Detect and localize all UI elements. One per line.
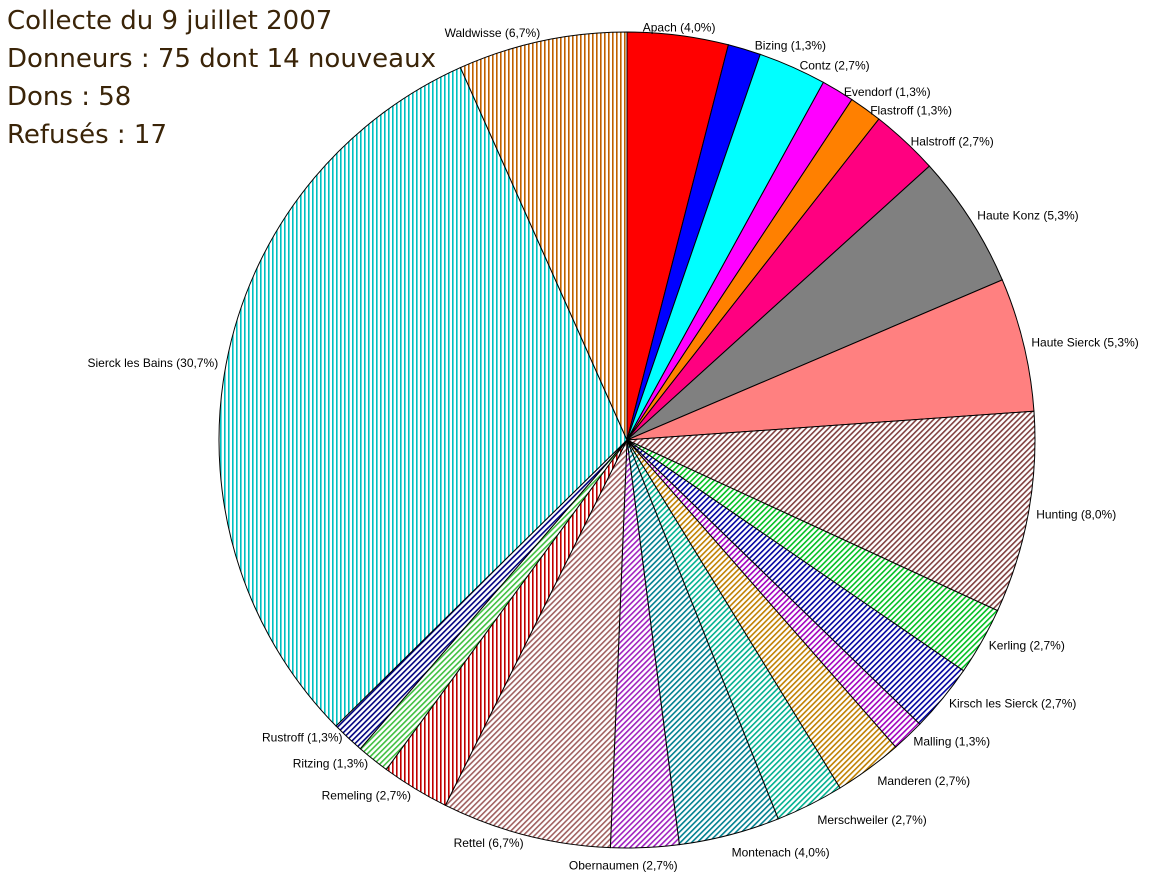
pie-slice [626, 279, 1035, 441]
slice-label: Contz (2,7%) [800, 59, 870, 73]
slice-label: Evendorf (1,3%) [844, 85, 931, 99]
slice-label: Kirsch les Sierck (2,7%) [949, 696, 1076, 710]
slice-label: Hunting (8,0%) [1036, 508, 1116, 522]
slice-label: Apach (4,0%) [643, 20, 716, 34]
pie-slice [459, 31, 628, 441]
slice-label: Montenach (4,0%) [732, 846, 830, 860]
slice-label: Manderen (2,7%) [877, 774, 970, 788]
slice-label: Bizing (1,3%) [755, 39, 826, 53]
chart-title: Collecte du 9 juillet 2007 [7, 6, 333, 36]
pie-slice [444, 439, 628, 849]
slice-label: Waldwisse (6,7%) [445, 26, 541, 40]
pie-slice [626, 410, 1036, 612]
donors-count: Donneurs : 75 dont 14 nouveaux [7, 44, 436, 74]
slice-label: Malling (1,3%) [913, 735, 990, 749]
pie-slices [218, 31, 1036, 849]
collection-summary: Collecte du 9 juillet 2007 Donneurs : 75… [7, 2, 436, 154]
refused-count: Refusés : 17 [7, 120, 167, 150]
slice-label: Rustroff (1,3%) [262, 731, 342, 745]
slice-label: Sierck les Bains (30,7%) [87, 356, 218, 370]
slice-label: Haute Sierck (5,3%) [1031, 335, 1138, 349]
pie-slice [626, 165, 1003, 441]
slice-label: Obernaumen (2,7%) [569, 859, 678, 873]
slice-label: Remeling (2,7%) [322, 789, 411, 803]
slice-label: Flastroff (1,3%) [870, 104, 952, 118]
donations-count: Dons : 58 [7, 82, 132, 112]
slice-label: Haute Konz (5,3%) [977, 209, 1078, 223]
slice-label: Ritzing (1,3%) [293, 757, 368, 771]
slice-label: Merschweiler (2,7%) [817, 813, 926, 827]
pie-labels: Apach (4,0%) Bizing (1,3%) Contz (2,7%) Eve… [87, 20, 1138, 872]
slice-label: Halstroff (2,7%) [911, 135, 994, 149]
slice-label: Rettel (6,7%) [454, 836, 524, 850]
pie-slice [218, 66, 628, 727]
slice-label: Kerling (2,7%) [989, 638, 1065, 652]
